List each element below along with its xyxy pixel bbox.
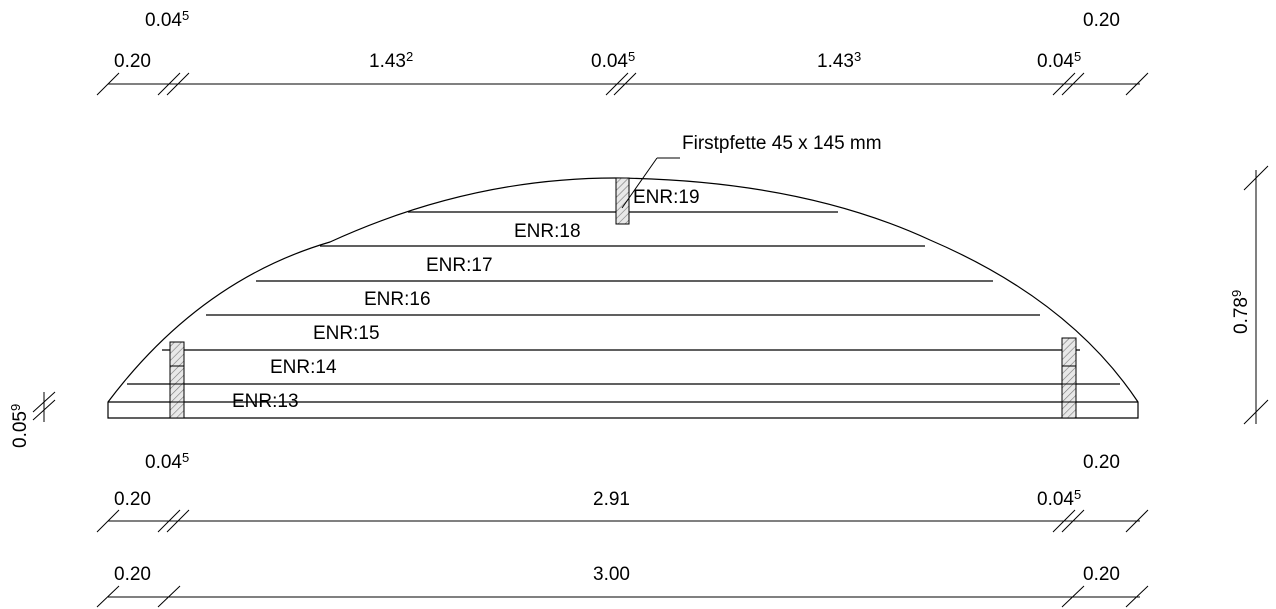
arch-outline [107,177,1139,419]
dim-label: 0.20 [114,564,151,585]
left-post [169,341,185,419]
left-vertical-dimension [32,391,56,422]
dim-tick [1061,72,1085,96]
right-post [1061,337,1077,419]
bottom-dimension-row-total [96,585,1149,608]
arch [107,157,1139,419]
dim-tick [1125,509,1149,533]
dim-label: 0.045 [145,450,189,473]
right-vdim-label: 0.789 [1229,290,1252,334]
dim-tick [1052,72,1076,96]
ridge-purlin [615,177,630,225]
dim-label: 0.045 [1037,49,1081,72]
dim-tick [1061,585,1085,608]
dim-label: 0.20 [114,489,151,510]
dim-tick [1052,509,1076,533]
top-dimension-row [96,72,1149,96]
bottom-dimension-row-mid [96,509,1149,533]
board-label: ENR:13 [232,391,299,412]
dim-tick [96,72,120,96]
board-label: ENR:17 [426,255,493,276]
dim-label: 1.432 [369,49,413,72]
dim-tick [1125,585,1149,608]
dim-label: 1.433 [817,49,861,72]
dim-label: 0.045 [591,49,635,72]
dim-label: 0.20 [114,51,151,72]
board-label: ENR:18 [514,221,581,242]
dim-tick [96,509,120,533]
dim-label: 0.20 [1083,10,1120,31]
board-label: ENR:16 [364,289,431,310]
dim-label: 2.91 [593,489,630,510]
dim-tick [32,391,56,413]
dim-tick [1243,399,1269,425]
dim-tick [1125,72,1149,96]
dim-tick [613,72,637,96]
callout-label: Firstpfette 45 x 145 mm [682,133,882,154]
dim-tick [96,585,120,608]
dim-tick [157,585,181,608]
board-label: ENR:15 [313,323,380,344]
board-label: ENR:14 [270,357,337,378]
dim-label: 0.20 [1083,452,1120,473]
board-label: ENR:19 [633,187,700,208]
dim-label: 0.20 [1083,564,1120,585]
dim-label: 3.00 [593,564,630,585]
dim-label: 0.045 [1037,487,1081,510]
dim-tick [157,509,181,533]
dim-tick [166,509,190,533]
dim-tick [1243,165,1269,191]
dim-tick [32,399,56,421]
dim-tick [605,72,629,96]
dim-tick [166,72,190,96]
dim-tick [157,72,181,96]
callout-leader [621,157,658,209]
dim-tick [1061,509,1085,533]
right-vertical-dimension [1243,165,1269,425]
left-vdim-label: 0.059 [8,404,31,448]
dim-label: 0.045 [145,8,189,31]
